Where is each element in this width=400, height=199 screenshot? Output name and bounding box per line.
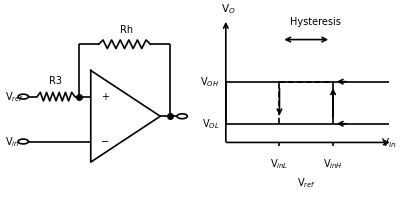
Text: Hysteresis: Hysteresis bbox=[290, 17, 341, 27]
Text: V$_{OL}$: V$_{OL}$ bbox=[202, 117, 219, 131]
Text: V$_{in}$: V$_{in}$ bbox=[5, 136, 20, 149]
Text: V$_O$: V$_O$ bbox=[221, 2, 236, 16]
Text: V$_{inH}$: V$_{inH}$ bbox=[323, 157, 343, 171]
Text: −: − bbox=[101, 137, 109, 146]
Text: R3: R3 bbox=[48, 76, 62, 86]
Text: Rh: Rh bbox=[120, 25, 133, 35]
Text: V$_{inL}$: V$_{inL}$ bbox=[270, 157, 289, 171]
Text: +: + bbox=[101, 92, 109, 102]
Text: V$_{ref}$: V$_{ref}$ bbox=[296, 176, 316, 190]
Text: V$_{OH}$: V$_{OH}$ bbox=[200, 75, 219, 89]
Text: V$_{ref}$: V$_{ref}$ bbox=[5, 91, 24, 104]
Text: V$_{in}$: V$_{in}$ bbox=[381, 137, 397, 150]
